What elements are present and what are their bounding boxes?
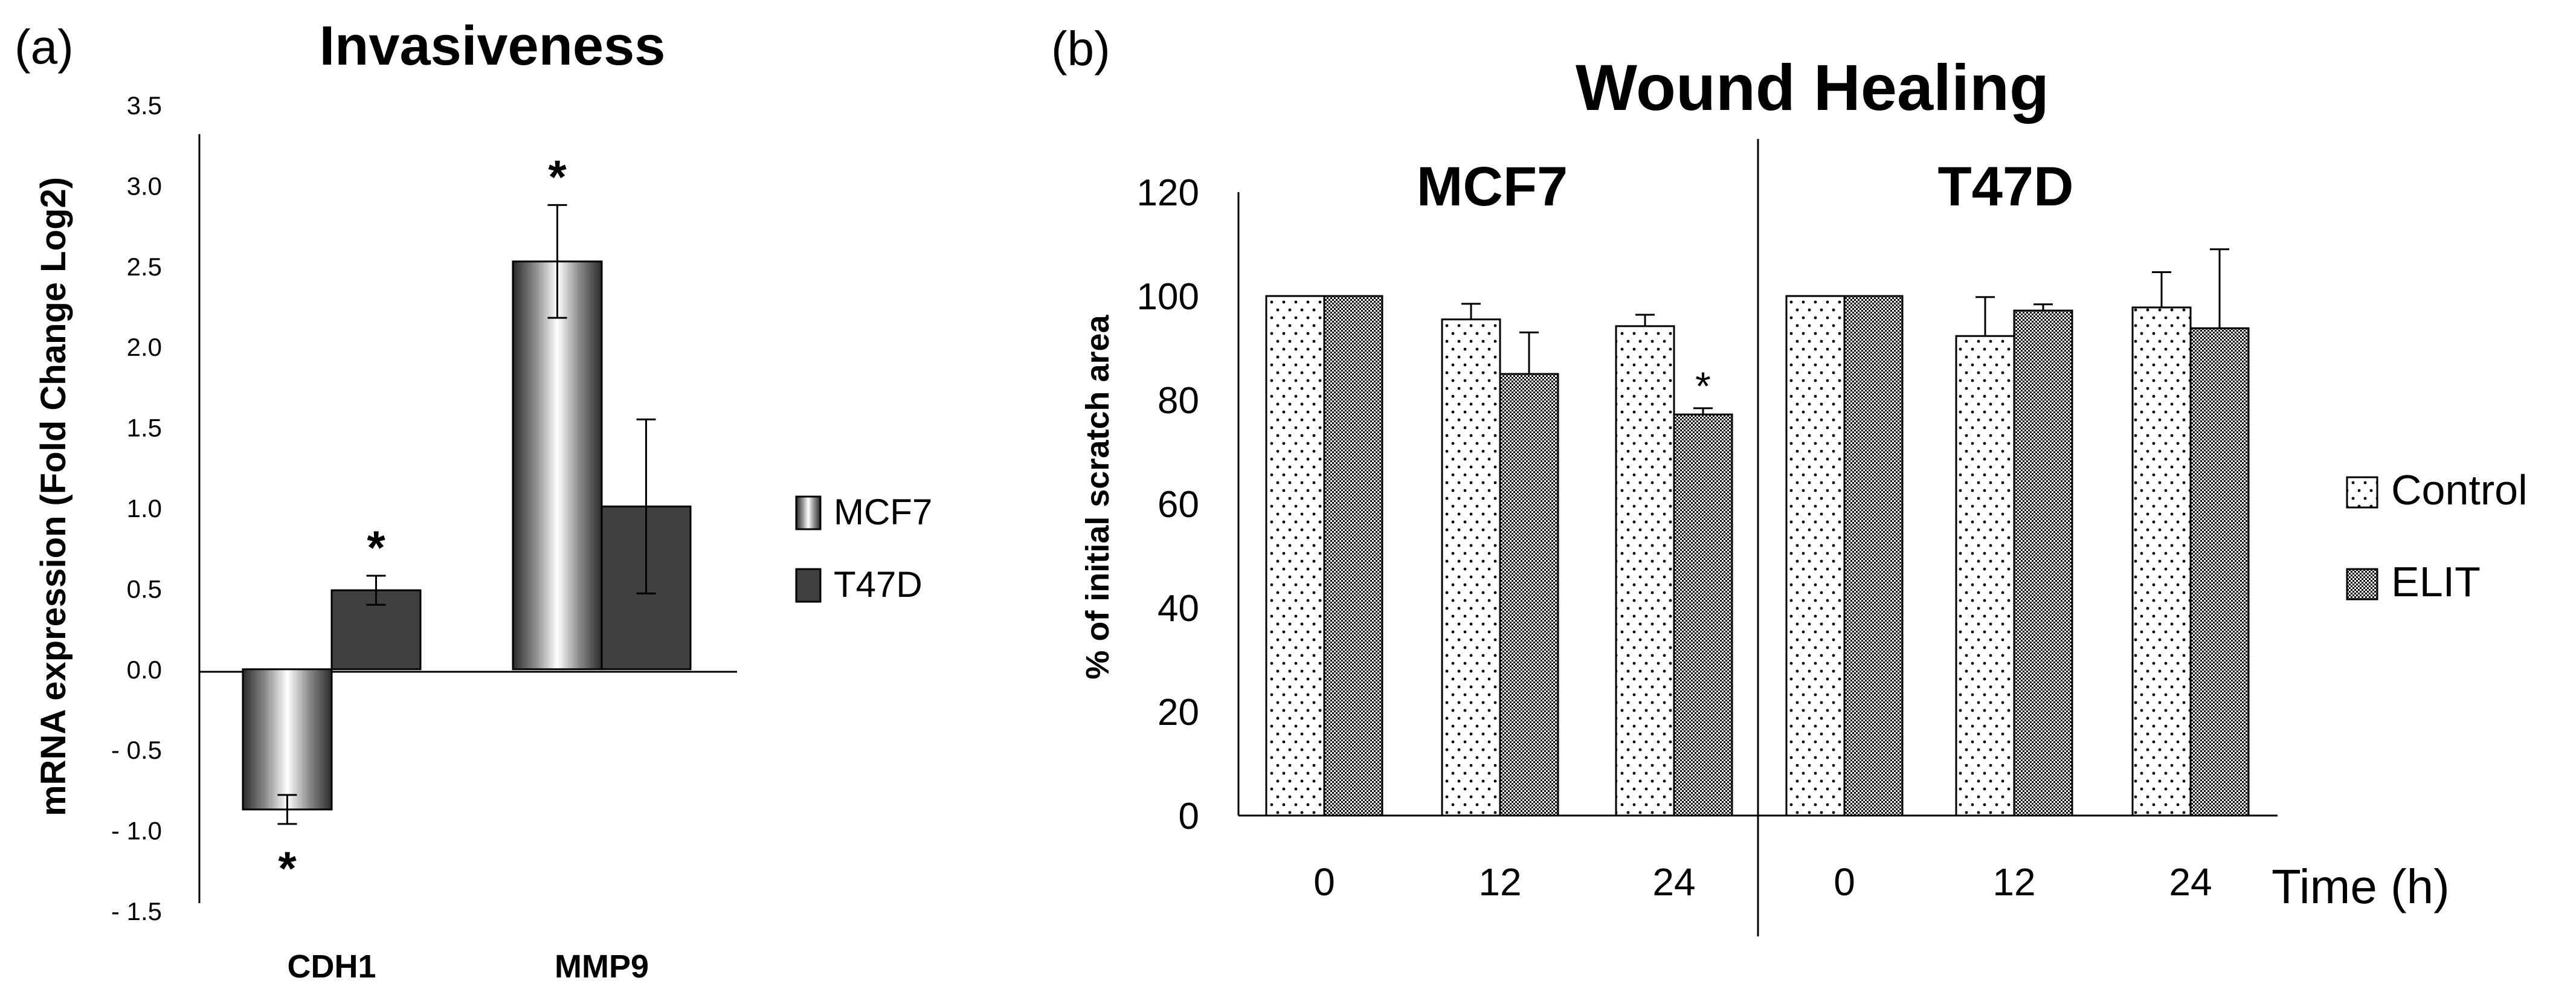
panel-a-y-tick-label: 2.0: [127, 333, 162, 361]
legend-label-t47d: T47D: [834, 564, 923, 605]
bar-mcf7-control-12h: [1441, 318, 1501, 817]
bar-t47d-control-0h: [1785, 295, 1846, 817]
panel-b-x-tick-label: 24: [1652, 860, 1695, 904]
bar-mcf7-elit-0h: [1323, 295, 1383, 817]
panel-b-x-tick-label: 12: [1992, 860, 2035, 904]
panel-a-y-tick-label: 2.5: [127, 253, 162, 281]
bar-mcf7-cdh1: [242, 668, 333, 811]
legend-swatch-mcf7: [795, 495, 822, 530]
significance-star: *: [278, 842, 297, 895]
bar-t47d-elit-24h: [2189, 327, 2250, 817]
panel-b-group-labels: MCF7 T47D: [1417, 156, 2074, 217]
panel-a-x-tick-label: MMP9: [555, 948, 649, 985]
bar-t47d-elit-0h: [1843, 295, 1904, 817]
panel-b-y-tick-label: 80: [1158, 380, 1199, 422]
panel-a-bars: * * *: [242, 150, 692, 895]
panel-a-y-tick-label: 0.0: [127, 655, 162, 684]
panel-a-x-labels: CDH1 MMP9: [287, 948, 649, 985]
panel-b-label: (b): [1051, 22, 1110, 76]
panel-b-x-axis-label: Time (h): [2272, 860, 2450, 913]
panel-b: (b) Wound Healing % of initial scratch a…: [1051, 22, 2528, 936]
legend-label-mcf7: MCF7: [834, 492, 932, 532]
panel-a-y-ticks: 3.5 3.0 2.5 2.0 1.5 1.0 0.5 0.0 - 0.5 - 1.0 - 1.5: [111, 91, 162, 926]
panel-a-y-axis-label: mRNA expression (Fold Change Log2): [34, 177, 73, 816]
bar-mcf7-elit-12h: [1499, 373, 1559, 817]
panel-b-y-tick-label: 40: [1158, 588, 1199, 629]
bar-t47d-elit-12h: [2013, 309, 2073, 817]
significance-star: *: [367, 521, 385, 574]
significance-star: *: [1695, 364, 1711, 408]
panel-a-y-tick-label: 3.5: [127, 91, 162, 120]
panel-b-title: Wound Healing: [1576, 51, 2049, 124]
legend-swatch-elit: [2346, 568, 2378, 600]
significance-star: *: [548, 150, 567, 203]
panel-a-y-tick-label: 1.5: [127, 414, 162, 442]
panel-b-x-labels: 0 12 24 0 12 24: [1313, 860, 2212, 904]
panel-b-x-tick-label: 0: [1313, 860, 1335, 904]
panel-b-y-ticks: 0 20 40 60 80 100 120: [1137, 172, 1199, 837]
panel-b-y-axis-label: % of initial scratch area: [1080, 314, 1116, 679]
legend-label-control: Control: [2391, 466, 2528, 513]
bar-mcf7-elit-24h: [1673, 413, 1733, 817]
panel-a-title: Invasiveness: [320, 15, 666, 77]
panel-b-group-label-mcf7: MCF7: [1417, 156, 1568, 217]
bar-t47d-control-12h: [1955, 335, 2015, 817]
panel-b-y-tick-label: 100: [1137, 276, 1199, 318]
panel-a: (a) Invasiveness mRNA expression (Fold C…: [14, 15, 932, 985]
legend-swatch-t47d: [795, 568, 822, 603]
panel-a-y-tick-label: 0.5: [127, 575, 162, 603]
panel-b-x-tick-label: 0: [1834, 860, 1855, 904]
panel-b-x-tick-label: 24: [2169, 860, 2212, 904]
panel-b-y-tick-label: 120: [1137, 172, 1199, 214]
bar-mcf7-control-0h: [1265, 295, 1325, 817]
panel-b-y-tick-label: 20: [1158, 692, 1199, 733]
bar-mcf7-mmp9: [512, 260, 603, 671]
panel-a-x-tick-label: CDH1: [287, 948, 376, 985]
panel-b-group-label-t47d: T47D: [1938, 156, 2074, 217]
panel-b-y-tick-label: 60: [1158, 484, 1199, 526]
panel-b-bars: *: [1265, 248, 2250, 817]
panel-b-legend: Control ELIT: [2346, 466, 2528, 605]
panel-a-legend: MCF7 T47D: [795, 492, 932, 605]
bar-t47d-control-24h: [2131, 306, 2192, 817]
panel-b-y-tick-label: 0: [1179, 796, 1199, 837]
panel-a-y-tick-label: 3.0: [127, 172, 162, 200]
panel-a-y-tick-label: 1.0: [127, 494, 162, 523]
panel-a-y-tick-label: - 0.5: [111, 736, 162, 764]
panel-a-y-tick-label: - 1.0: [111, 817, 162, 845]
legend-label-elit: ELIT: [2391, 558, 2481, 605]
panel-a-y-tick-label: - 1.5: [111, 897, 162, 926]
panel-a-label: (a): [14, 20, 74, 74]
bar-mcf7-control-24h: [1615, 325, 1675, 817]
panel-b-x-tick-label: 12: [1478, 860, 1521, 904]
legend-swatch-control: [2346, 476, 2378, 509]
